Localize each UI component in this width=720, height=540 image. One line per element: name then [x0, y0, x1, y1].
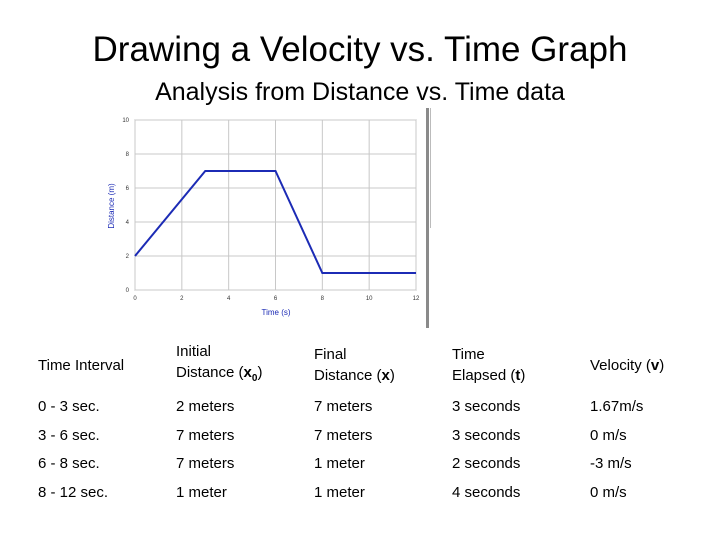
table-cell: 0 m/s: [590, 484, 627, 502]
table-cell: 6 - 8 sec.: [38, 455, 100, 473]
header-cell: Time Elapsed (t): [452, 346, 526, 384]
header-cell: Initial Distance (x0): [176, 343, 263, 384]
table-body: 0 - 3 sec. 2 meters 7 meters 3 seconds 1.67m…: [30, 392, 710, 507]
y-axis-label: Distance (m): [107, 183, 116, 229]
y-tick-label: 0: [126, 288, 130, 294]
y-tick-label: 6: [126, 186, 130, 192]
x-tick-label: 10: [366, 296, 373, 302]
table-cell: 1 meter: [176, 484, 227, 502]
x-tick-label: 4: [227, 296, 231, 302]
header-cell: Final Distance (x): [314, 346, 395, 384]
table-cell: 0 - 3 sec.: [38, 397, 100, 415]
distance-series-line: [134, 170, 416, 274]
x-tick-label: 12: [413, 296, 420, 302]
table-cell: -3 m/s: [590, 455, 632, 473]
table-row: 3 - 6 sec. 7 meters 7 meters 3 seconds 0 m/s: [30, 421, 710, 450]
x-axis-label: Time (s): [261, 308, 290, 317]
table-cell: 3 seconds: [452, 426, 521, 444]
distance-time-chart: 0 2 4 6 8 10 12 0 2 4 6 8 10 Time (s) Distance (m): [107, 118, 420, 317]
table-cell: 2 meters: [176, 397, 235, 415]
table-row: 0 - 3 sec. 2 meters 7 meters 3 seconds 1.67m…: [30, 392, 710, 421]
table-cell: 7 meters: [314, 397, 373, 415]
y-tick-label: 4: [126, 220, 130, 226]
chart-grid: [134, 119, 417, 291]
x-tick-label: 6: [274, 296, 278, 302]
header-cell: Time Interval: [38, 356, 125, 374]
table-cell: 1 meter: [314, 484, 365, 502]
table-cell: 3 seconds: [452, 397, 521, 415]
x-tick-label: 8: [321, 296, 325, 302]
y-tick-label: 8: [126, 152, 130, 158]
table-cell: 2 seconds: [452, 455, 521, 473]
panel-divider-thin: [430, 108, 431, 228]
table-row: 6 - 8 sec. 7 meters 1 meter 2 seconds -3 m/s: [30, 450, 710, 479]
table-cell: 1 meter: [314, 455, 365, 473]
header-cell: Velocity (v): [590, 356, 665, 374]
table-header-row: Time Interval Initial Distance (x0) Final Di…: [30, 338, 710, 392]
y-tick-label: 10: [122, 118, 129, 124]
table-row: 8 - 12 sec. 1 meter 1 meter 4 seconds 0 m/s: [30, 478, 710, 507]
analysis-table: Time Interval Initial Distance (x0) Final Di…: [30, 338, 710, 507]
panel-divider: [426, 108, 429, 328]
table-cell: 8 - 12 sec.: [38, 484, 109, 502]
page-subtitle: Analysis from Distance vs. Time data: [155, 78, 565, 106]
table-cell: 7 meters: [176, 426, 235, 444]
x-tick-label: 0: [133, 296, 137, 302]
table-cell: 7 meters: [176, 455, 235, 473]
table-cell: 7 meters: [314, 426, 373, 444]
table-cell: 4 seconds: [452, 484, 521, 502]
table-cell: 1.67m/s: [590, 397, 644, 415]
x-tick-label: 2: [180, 296, 184, 302]
y-tick-label: 2: [126, 254, 130, 260]
table-cell: 0 m/s: [590, 426, 627, 444]
table-cell: 3 - 6 sec.: [38, 426, 100, 444]
page-title: Drawing a Velocity vs. Time Graph: [92, 30, 628, 69]
